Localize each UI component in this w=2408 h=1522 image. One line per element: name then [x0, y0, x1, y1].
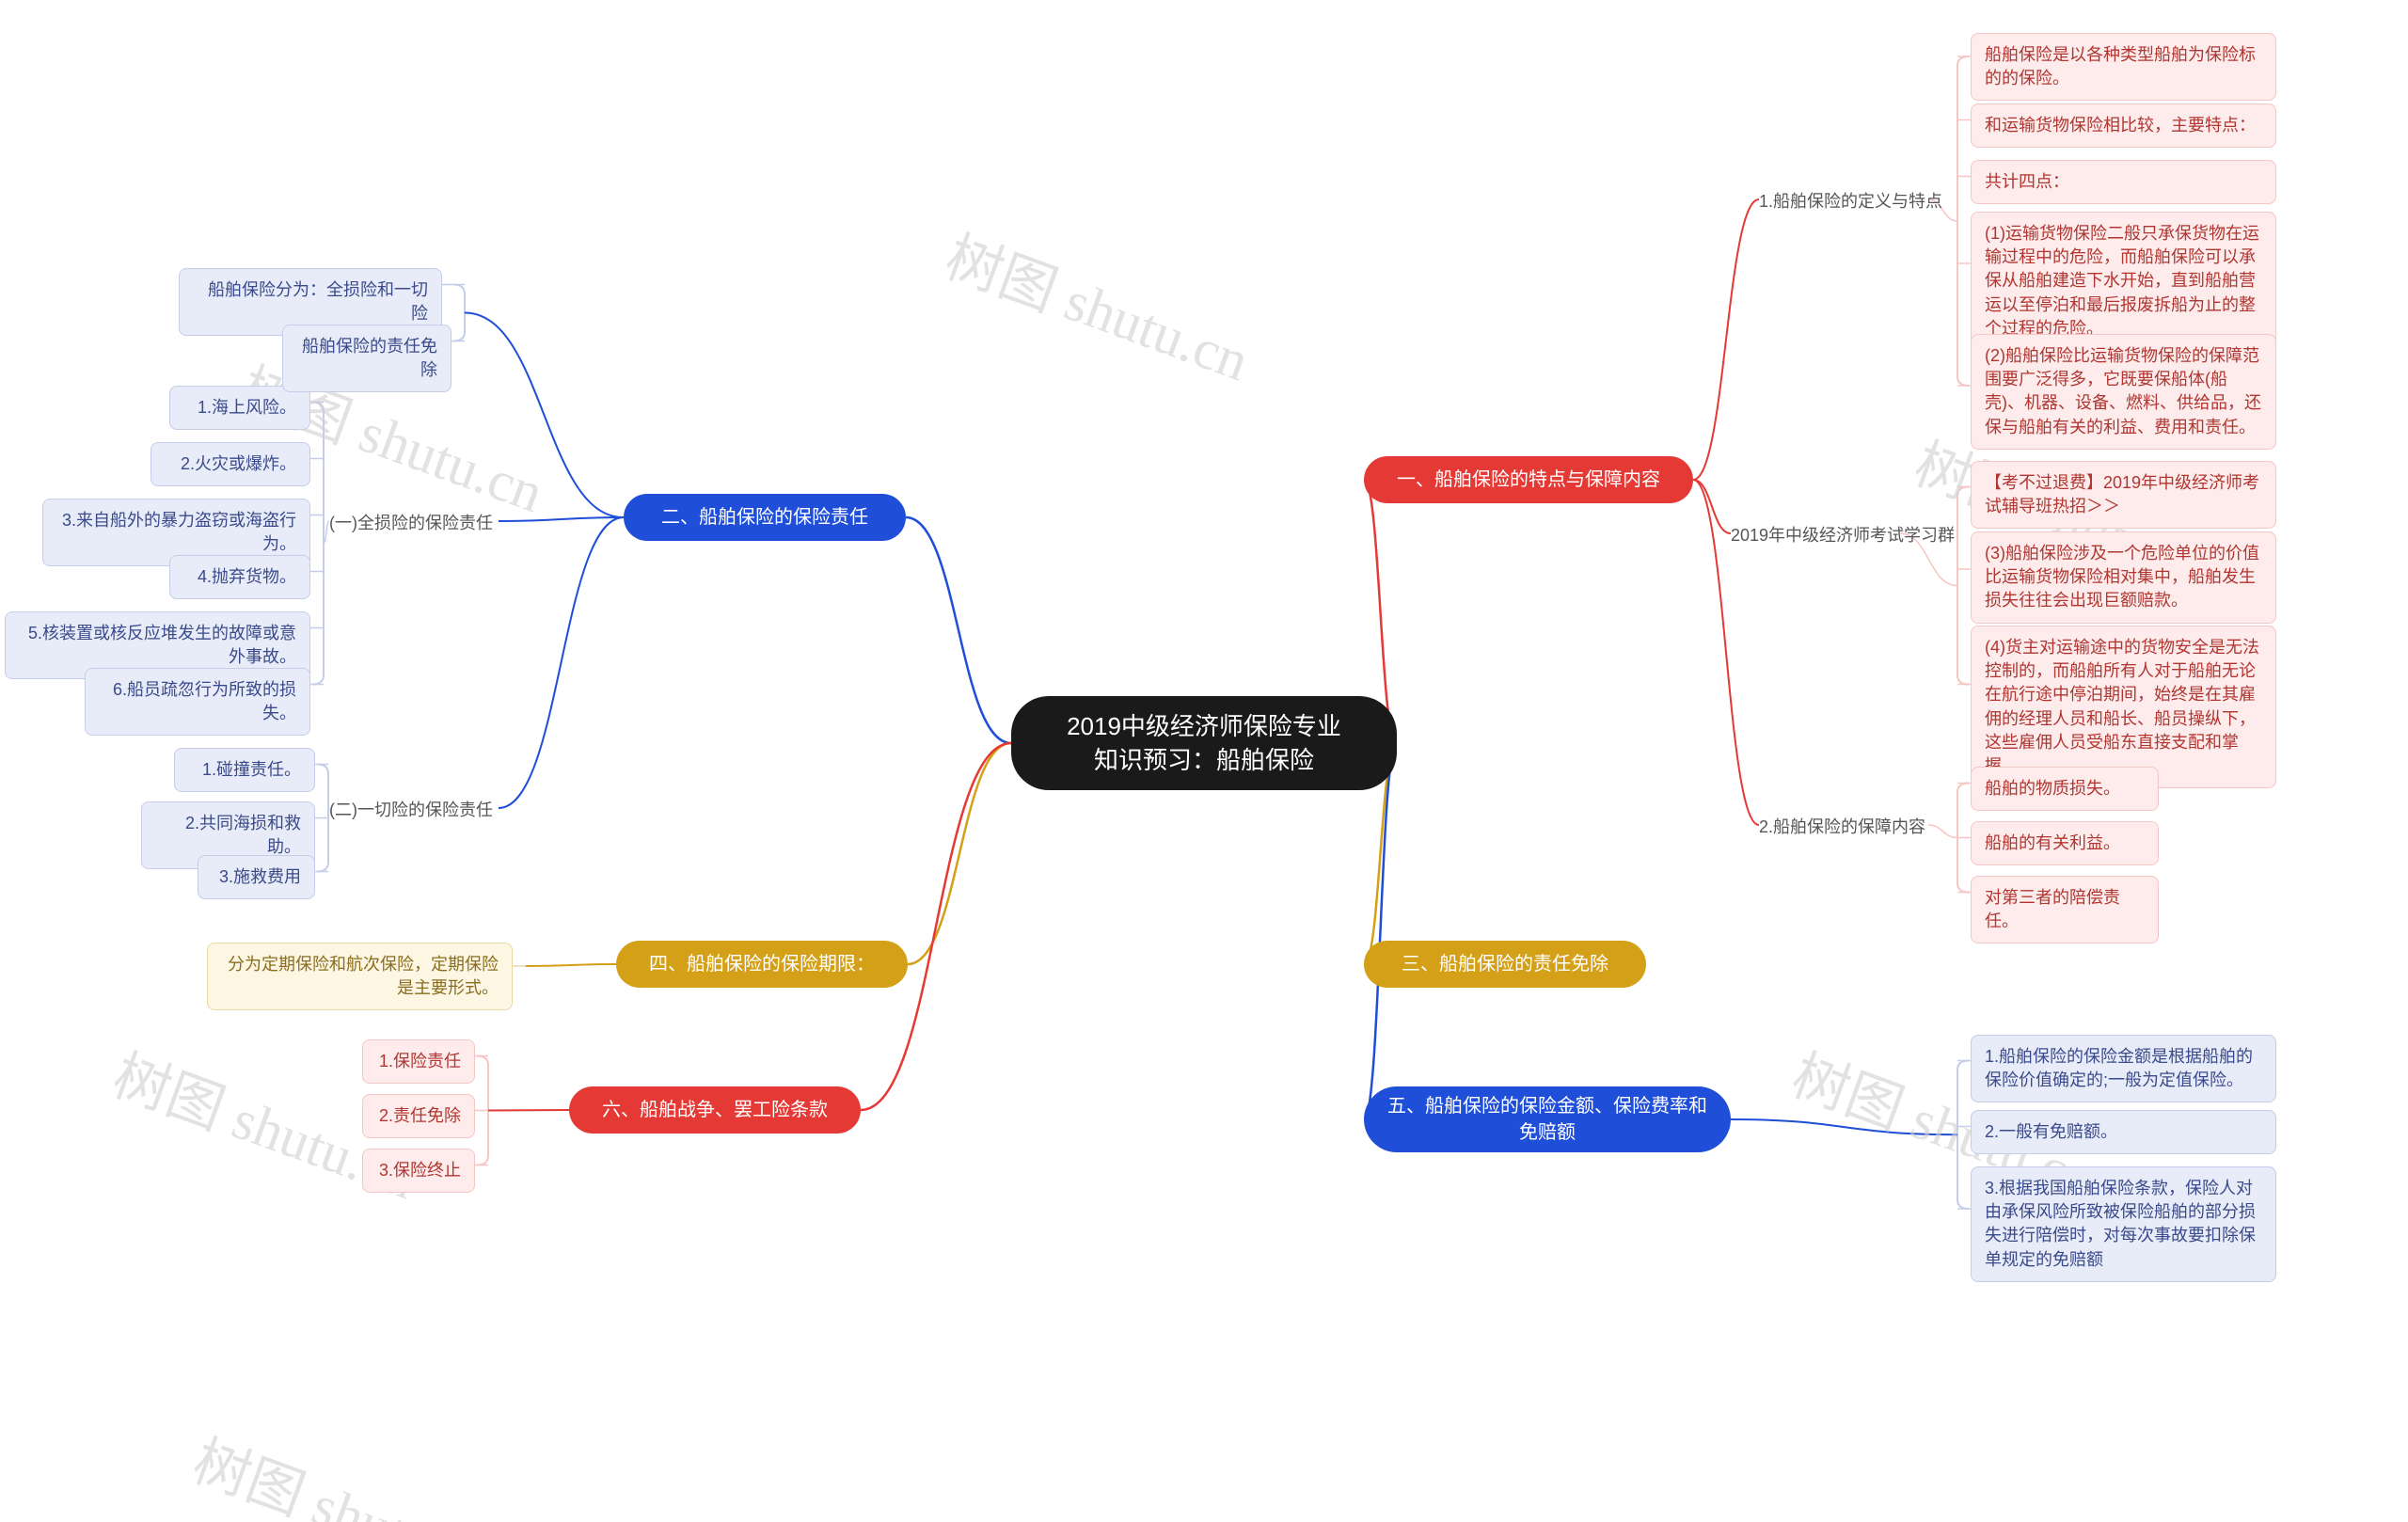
- b2s1-leaf-5: 6.船员疏忽行为所致的损失。: [85, 668, 310, 736]
- b4-free-0: 分为定期保险和航次保险，定期保险是主要形式。: [207, 943, 513, 1010]
- b1s1-leaf-3: (1)运输货物保险二般只承保货物在运输过程中的危险，而船舶保险可以承保从船舶建造…: [1971, 212, 2276, 351]
- b6-free-1: 2.责任免除: [362, 1094, 475, 1138]
- b1s3-leaf-2: 对第三者的陪偿责任。: [1971, 876, 2159, 943]
- b1s2-leaf-0: 【考不过退费】2019年中级经济师考试辅导班热招＞＞: [1971, 461, 2276, 529]
- b1s3-leaf-0: 船舶的物质损失。: [1971, 767, 2159, 811]
- b5-free-1: 2.一般有免赔额。: [1971, 1110, 2276, 1154]
- b1s1-leaf-4: (2)船舶保险比运输货物保险的保障范围要广泛得多，它既要保船体(船壳)、机器、设…: [1971, 334, 2276, 450]
- b2s1-leaf-1: 2.火灾或爆炸。: [150, 442, 310, 486]
- watermark: 树图 shutu.cn: [183, 1416, 509, 1522]
- b1s2-leaf-1: (3)船舶保险涉及一个危险单位的价值比运输货物保险相对集中，船舶发生损失往往会出…: [1971, 531, 2276, 624]
- b6[interactable]: 六、船舶战争、罢工险条款: [569, 1086, 861, 1134]
- b2s2-label: (二)一切险的保险责任: [329, 797, 493, 821]
- b6-free-0: 1.保险责任: [362, 1039, 475, 1084]
- center-topic: 2019中级经济师保险专业 知识预习：船舶保险: [1011, 696, 1397, 790]
- b2s1-leaf-3: 4.抛弃货物。: [169, 555, 310, 599]
- b5[interactable]: 五、船舶保险的保险金额、保险费率和免赔额: [1364, 1086, 1731, 1152]
- b1s3-leaf-1: 船舶的有关利益。: [1971, 821, 2159, 865]
- b1s1-leaf-2: 共计四点：: [1971, 160, 2276, 204]
- b5-free-0: 1.船舶保险的保险金额是根据船舶的保险价值确定的;一般为定值保险。: [1971, 1035, 2276, 1102]
- b1s2-label: 2019年中级经济师考试学习群: [1731, 522, 1955, 547]
- b1s2-leaf-2: (4)货主对运输途中的货物安全是无法控制的，而船舶所有人对于船舶无论在航行途中停…: [1971, 626, 2276, 788]
- watermark: 树图 shutu.cn: [936, 212, 1261, 397]
- b4[interactable]: 四、船舶保险的保险期限：: [616, 941, 908, 988]
- b5-free-2: 3.根据我国船舶保险条款，保险人对由承保风险所致被保险船舶的部分损失进行陪偿时，…: [1971, 1166, 2276, 1282]
- b2-free-1: 船舶保险的责任免除: [282, 325, 452, 392]
- b1s1-leaf-1: 和运输货物保险相比较，主要特点：: [1971, 103, 2276, 148]
- b2s2-leaf-2: 3.施救费用: [198, 855, 315, 899]
- b2s1-label: (一)全损险的保险责任: [329, 510, 493, 534]
- b1s1-label: 1.船舶保险的定义与特点: [1759, 188, 1942, 213]
- b1s3-label: 2.船舶保险的保障内容: [1759, 814, 1925, 838]
- b1[interactable]: 一、船舶保险的特点与保障内容: [1364, 456, 1693, 503]
- b2s2-leaf-0: 1.碰撞责任。: [174, 748, 315, 792]
- b6-free-2: 3.保险终止: [362, 1149, 475, 1193]
- b3[interactable]: 三、船舶保险的责任免除: [1364, 941, 1646, 988]
- b2[interactable]: 二、船舶保险的保险责任: [624, 494, 906, 541]
- b1s1-leaf-0: 船舶保险是以各种类型船舶为保险标的的保险。: [1971, 33, 2276, 101]
- b2s1-leaf-0: 1.海上风险。: [169, 386, 310, 430]
